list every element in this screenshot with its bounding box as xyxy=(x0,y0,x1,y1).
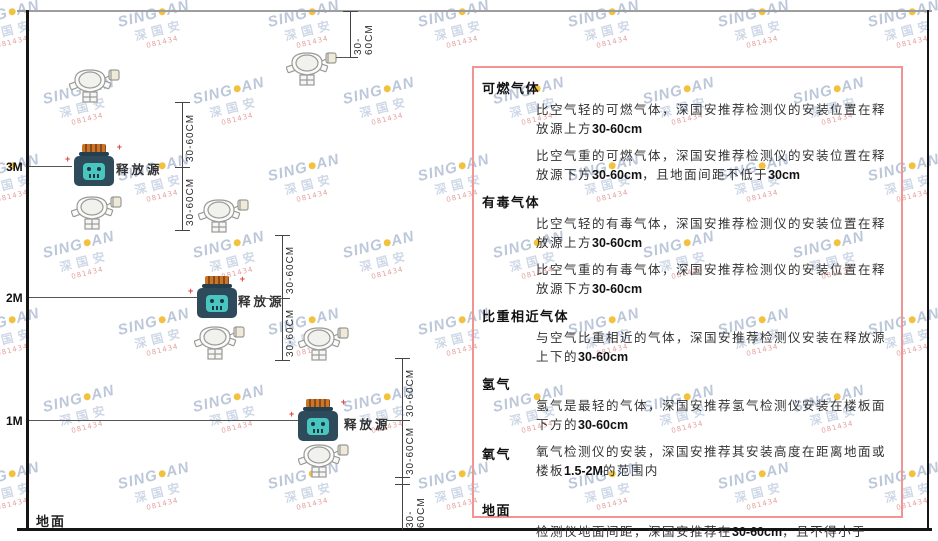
dim-label-30-60cm: 30-60CM xyxy=(285,245,296,294)
ground-line xyxy=(17,528,932,531)
source-body xyxy=(74,156,114,186)
section-text: 比空气重的可燃气体，深国安推荐检测仪的安装位置在释放源下方30-60cm，且地面… xyxy=(536,148,887,182)
dim-tick xyxy=(275,360,290,361)
release-source-label-1m: 释放源 xyxy=(344,417,391,432)
dim-line xyxy=(350,11,351,57)
source-face xyxy=(83,162,105,180)
ground-label: 地面 xyxy=(36,515,67,530)
dim-connector xyxy=(336,57,350,58)
gas-detector-icon xyxy=(70,193,123,238)
left-wall-line xyxy=(26,10,29,531)
height-line-2m xyxy=(29,297,197,298)
height-label-2m: 2M xyxy=(6,291,23,305)
release-source-icon-1m: + + xyxy=(289,397,346,445)
detector-svg xyxy=(197,199,249,233)
spark-icon: + xyxy=(239,274,245,284)
section-text: 氢气是最轻的气体，深国安推荐氢气检测仪安装在楼板面下方的30-60cm xyxy=(536,398,887,432)
section-heading-similar-density-gas: 比重相近气体 xyxy=(482,310,570,325)
dim-tick xyxy=(343,11,358,12)
section-heading-hydrogen: 氢气 xyxy=(482,378,512,393)
spark-icon: + xyxy=(116,142,122,152)
gas-detector-icon xyxy=(193,323,246,368)
detector-svg xyxy=(297,327,349,361)
dim-tick xyxy=(395,358,410,359)
dim-connector xyxy=(254,298,282,299)
height-line-3m xyxy=(29,166,72,167)
spark-icon: + xyxy=(340,397,346,407)
section-oxygen: 氧气 氧气检测仪的安装，深国安推荐其安装高度在距离地面或楼板1.5-2M的范围内 xyxy=(482,442,893,488)
section-heading-ground: 地面 xyxy=(482,504,512,519)
ceiling-line xyxy=(17,10,932,12)
height-label-1m: 1M xyxy=(6,414,23,428)
release-source-label-2m: 释放源 xyxy=(238,294,285,309)
source-rim xyxy=(79,152,109,156)
dim-tick xyxy=(395,484,410,485)
dim-tick xyxy=(175,230,190,231)
section-heading-toxic-gas: 有毒气体 xyxy=(482,196,541,211)
dim-label-30-60cm: 30-60CM xyxy=(185,113,196,162)
dim-label-30-60cm: 30-60CM xyxy=(405,368,416,417)
dim-label-30-60cm: 30-60CM xyxy=(405,426,416,475)
right-wall-line xyxy=(927,10,929,531)
section-text: 检测仪地面间距，深国安推荐在30-60cm，且不得小于30cm，因为过低容易水溅… xyxy=(536,524,867,539)
gas-detector-icon xyxy=(285,49,338,94)
detector-svg xyxy=(70,196,122,230)
dim-label-30-60cm: 30-60CM xyxy=(285,308,296,357)
installation-notes-panel: 可燃气体 比空气轻的可燃气体，深国安推荐检测仪的安装位置在释放源上方30-60c… xyxy=(472,66,903,539)
dim-tick xyxy=(395,420,410,421)
spark-icon: + xyxy=(289,409,295,419)
dim-connector xyxy=(386,420,402,421)
section-heading-oxygen: 氧气 xyxy=(482,448,512,463)
release-source-label-3m: 释放源 xyxy=(116,162,163,177)
dim-label-30-60cm: 30-60CM xyxy=(185,177,196,226)
section-text: 与空气比重相近的气体，深国安推荐检测仪安装在释放源上下的30-60cm xyxy=(536,330,887,364)
height-line-1m xyxy=(29,420,298,421)
source-lid xyxy=(82,144,106,153)
spark-icon: + xyxy=(188,286,194,296)
gas-detector-icon xyxy=(197,196,250,241)
section-text: 比空气重的有毒气体，深国安推荐检测仪的安装位置在释放源下方30-60cm xyxy=(536,262,887,296)
dim-tick xyxy=(175,167,190,168)
dim-line xyxy=(282,235,283,360)
dim-tick xyxy=(395,477,410,478)
gas-detector-icon xyxy=(297,324,350,369)
release-source-icon-2m: + + xyxy=(188,274,245,322)
detector-svg xyxy=(285,52,337,86)
dim-tick xyxy=(275,235,290,236)
spacer xyxy=(482,488,893,498)
dim-line xyxy=(402,358,403,530)
dim-tick xyxy=(275,298,290,299)
gas-detector-icon xyxy=(297,441,350,486)
section-text: 氧气检测仪的安装，深国安推荐其安装高度在距离地面或楼板1.5-2M的范围内 xyxy=(536,444,887,478)
section-text: 比空气轻的可燃气体，深国安推荐检测仪的安装位置在释放源上方30-60cm xyxy=(536,102,887,136)
section-text: 比空气轻的有毒气体，深国安推荐检测仪的安装位置在释放源上方30-60cm xyxy=(536,216,887,250)
dim-label-30-60cm: 30-60CM xyxy=(353,24,375,55)
detector-svg xyxy=(297,444,349,478)
dim-label-30-60cm: 30-60CM xyxy=(405,497,427,528)
height-label-3m: 3M xyxy=(6,160,23,174)
detector-svg xyxy=(193,326,245,360)
spark-icon: + xyxy=(65,154,71,164)
dim-line xyxy=(182,102,183,230)
detector-svg xyxy=(68,69,120,103)
dim-tick xyxy=(343,57,358,58)
release-source-icon-3m: + + xyxy=(65,142,122,190)
gas-detector-icon xyxy=(68,66,121,111)
section-heading-flammable-gas: 可燃气体 xyxy=(482,82,541,97)
dim-tick xyxy=(175,102,190,103)
